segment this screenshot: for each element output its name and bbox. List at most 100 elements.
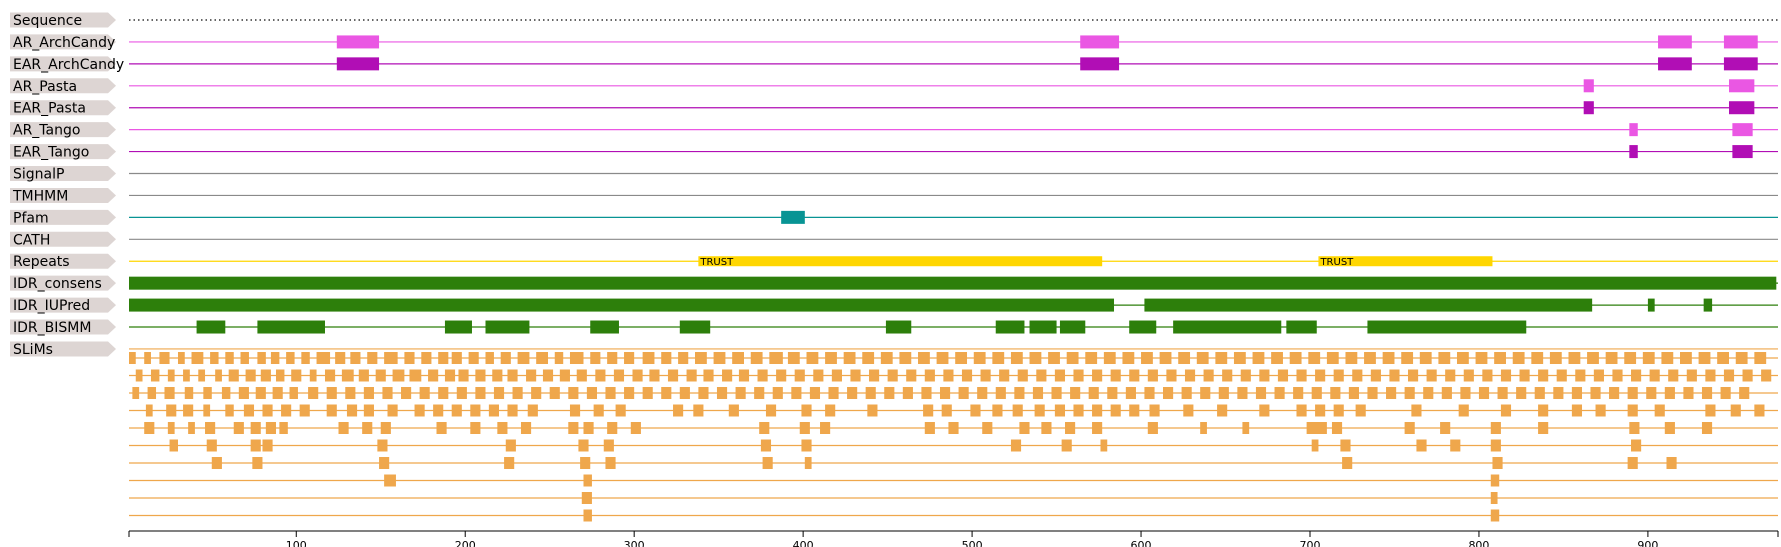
slim-mark-0-59 [1159,352,1172,364]
slim-mark-5-11 [1061,439,1072,452]
slim-mark-1-43 [869,369,880,382]
slim-mark-3-6 [262,404,273,417]
slim-mark-3-46 [1315,404,1326,417]
slim-mark-1-51 [1017,369,1028,382]
track-label-tag-idr-consens [10,275,116,291]
slim-mark-0-8 [257,352,266,364]
slim-mark-0-75 [1456,352,1469,364]
slim-mark-1-35 [722,369,733,382]
feature-ear-tango-0 [1629,145,1638,159]
slim-mark-2-70 [1423,387,1434,399]
track-label-tag-signalp [10,166,116,182]
slim-mark-2-73 [1478,387,1490,399]
slim-mark-3-10 [346,404,358,417]
slim-mark-2-15 [401,387,412,399]
slim-mark-4-1 [167,422,175,434]
slim-mark-2-0 [132,387,140,399]
slim-mark-0-46 [918,352,930,364]
slim-mark-1-53 [1054,369,1066,382]
slim-mark-7-0 [384,474,396,487]
feature-idr-bismm-5 [679,320,711,334]
track-label-tag-idr-iupred [10,297,116,313]
slim-mark-1-24 [526,369,537,382]
slim-mark-1-8 [260,369,271,382]
slim-mark-2-56 [1163,387,1174,399]
slim-mark-1-60 [1184,369,1196,382]
slim-mark-4-35 [1440,422,1451,434]
slim-mark-2-31 [698,387,709,399]
slim-mark-2-18 [456,387,467,399]
slim-mark-5-15 [1416,439,1427,452]
slim-mark-5-7 [603,439,614,452]
slim-mark-2-16 [419,387,430,399]
slim-mark-1-63 [1240,369,1251,382]
slim-mark-6-1 [252,457,263,469]
slim-mark-2-81 [1627,387,1638,399]
slim-mark-4-4 [233,422,244,434]
slim-mark-0-20 [451,352,462,364]
slim-mark-2-63 [1293,387,1304,399]
slim-mark-2-59 [1218,387,1229,399]
slim-mark-2-7 [255,387,266,399]
track-label-ar-archcandy: AR_ArchCandy [13,35,115,51]
slim-mark-1-27 [576,369,587,382]
slim-mark-0-80 [1549,352,1562,364]
slim-mark-3-25 [728,404,739,417]
slim-mark-1-44 [887,369,898,382]
feature-ear-archcandy-2 [1658,57,1692,71]
slim-mark-1-2 [167,369,175,382]
slim-mark-1-72 [1407,369,1419,382]
feature-label-repeats-1: TRUST [1319,257,1354,268]
slim-mark-1-65 [1277,369,1289,382]
slim-mark-4-40 [1701,422,1713,434]
feature-ar-pasta-0 [1583,79,1594,93]
feature-idr-bismm-13 [1367,320,1527,334]
slim-mark-2-86 [1720,387,1731,399]
slim-mark-5-9 [801,439,812,452]
slim-mark-1-45 [906,369,917,382]
slim-mark-7-2 [1490,474,1500,487]
slim-mark-1-25 [542,369,554,382]
slim-mark-0-28 [590,352,601,364]
slim-mark-0-48 [955,352,968,364]
slim-mark-3-33 [992,404,1003,417]
slim-mark-1-1 [150,369,160,382]
slim-mark-4-36 [1490,422,1501,434]
slim-mark-0-56 [1103,352,1116,364]
slim-mark-2-13 [363,387,374,399]
slim-mark-4-20 [799,422,810,434]
slim-mark-0-70 [1364,352,1376,364]
slim-mark-2-37 [809,387,821,399]
slim-mark-0-25 [536,352,549,364]
slim-mark-4-28 [1092,422,1103,434]
slim-mark-4-13 [497,422,508,434]
slim-mark-2-30 [679,387,690,399]
slim-mark-3-41 [1149,404,1160,417]
slim-mark-0-3 [177,352,185,364]
slim-mark-2-26 [605,387,616,399]
track-label-idr-bismm: IDR_BISMM [13,320,91,336]
slim-mark-1-78 [1519,369,1530,382]
slim-mark-3-44 [1259,404,1270,417]
slim-mark-4-22 [924,422,935,434]
x-tick-label-800: 800 [1468,539,1489,547]
slim-mark-2-42 [902,387,913,399]
slim-mark-2-67 [1367,387,1378,399]
track-label-tag-ear-pasta [10,100,116,116]
slim-mark-1-55 [1092,369,1103,382]
slim-mark-0-78 [1512,352,1525,364]
track-label-tag-cath [10,231,116,247]
slim-mark-0-39 [787,352,800,364]
slim-mark-0-52 [1029,352,1042,364]
slim-mark-3-0 [145,404,153,417]
slim-mark-0-63 [1233,352,1246,364]
slim-mark-5-4 [377,439,388,452]
slim-mark-4-18 [630,422,641,434]
slim-mark-2-64 [1311,387,1322,399]
slim-mark-5-17 [1490,439,1501,452]
slim-mark-3-7 [281,404,292,417]
feature-idr-iupred-1 [1144,298,1593,312]
slim-mark-5-6 [578,439,589,452]
slim-mark-0-1 [144,352,151,364]
x-tick-label-100: 100 [286,539,307,547]
